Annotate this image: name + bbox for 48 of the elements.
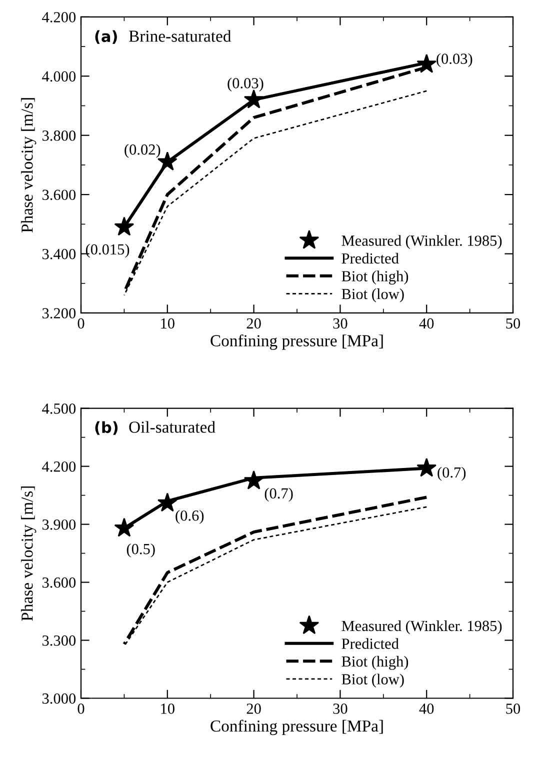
annotation: (0.5) [126, 543, 155, 558]
x-tick-label: 10 [161, 318, 174, 329]
y-tick-label: 3.900 [42, 519, 76, 530]
x-tick-label: 0 [78, 318, 84, 329]
legend-label: Biot (low) [342, 674, 404, 688]
text: (a) [95, 30, 117, 44]
legend-label: Measured (Winkler. 1985) [342, 620, 502, 634]
annotation: (0.015) [86, 244, 130, 258]
annotation: (0.6) [176, 510, 204, 524]
y-tick-label: 3.800 [42, 130, 76, 141]
text: Oil-saturated [129, 421, 216, 433]
legend-label: Measured (Winkler. 1985) [342, 235, 502, 249]
x-tick-label: 0 [78, 704, 84, 714]
y-tick-label: 3.400 [42, 248, 76, 260]
text: Brine-saturated [129, 30, 232, 42]
y-axis-title: Phase velocity [m/s] [21, 486, 36, 621]
x-tick-label: 20 [246, 704, 261, 714]
annotation: (0.7) [264, 488, 293, 502]
y-tick-label: 3.300 [42, 635, 76, 646]
x-tick-label: 50 [506, 704, 520, 714]
text: (b) [95, 421, 118, 435]
y-tick-label: 4.200 [42, 461, 76, 472]
x-tick-label: 30 [333, 318, 348, 329]
annotation: (0.03) [436, 53, 472, 68]
legend-label: Predicted [342, 252, 399, 264]
legend-label: Predicted [342, 638, 399, 649]
legend-label: Biot (high) [342, 270, 408, 285]
x-tick-label: 30 [333, 704, 348, 714]
annotation: (0.7) [438, 466, 466, 481]
x-tick-label: 20 [246, 318, 261, 329]
x-tick-label: 10 [161, 704, 174, 714]
y-axis-title: Phase velocity [m/s] [21, 98, 36, 233]
y-tick-label: 3.600 [42, 190, 76, 200]
x-axis-title: Confining pressure [MPa] [210, 334, 383, 350]
y-tick-label: 4.200 [42, 12, 76, 22]
annotation: (0.03) [228, 78, 264, 92]
x-tick-label: 40 [419, 704, 434, 714]
x-tick-label: 50 [506, 318, 520, 329]
legend-label: Biot (high) [342, 656, 408, 670]
x-tick-label: 40 [419, 318, 434, 329]
legend-label: Biot (low) [342, 288, 404, 302]
x-axis-title: Confining pressure [MPa] [210, 720, 383, 736]
annotation: (0.02) [124, 144, 160, 158]
y-tick-label: 4.000 [42, 71, 76, 82]
y-tick-label: 3.000 [42, 693, 76, 704]
y-tick-label: 3.600 [42, 577, 76, 588]
y-tick-label: 3.200 [42, 308, 76, 318]
y-tick-label: 4.500 [42, 403, 76, 414]
